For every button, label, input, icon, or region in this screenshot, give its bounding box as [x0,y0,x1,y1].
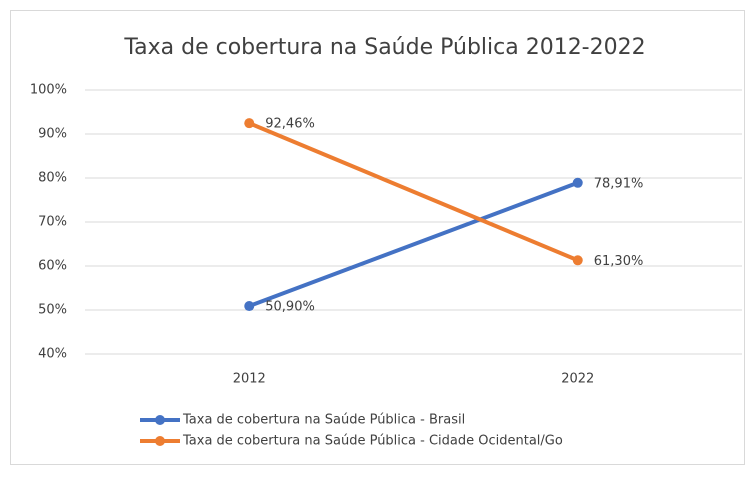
y-tick-label: 90% [38,127,67,142]
legend-label: Taxa de cobertura na Saúde Pública - Cid… [182,434,563,449]
legend-marker [155,415,165,425]
legend-label: Taxa de cobertura na Saúde Pública - Bra… [182,413,465,428]
series-line [247,180,580,309]
series-line [247,121,580,263]
point [244,301,255,312]
legend-marker [155,436,165,446]
x-tick-label: 2012 [233,372,266,387]
y-tick-label: 70% [38,215,67,230]
point [572,255,583,266]
point [572,177,583,188]
chart-title: Taxa de cobertura na Saúde Pública 2012-… [123,35,645,60]
point [244,118,255,129]
y-tick-label: 40% [38,347,67,362]
x-tick-label: 2022 [561,372,594,387]
data-label: 61,30% [594,254,644,269]
data-label: 50,90% [265,300,315,315]
y-tick-label: 80% [38,171,67,186]
data-label: 78,91% [594,176,644,191]
y-tick-label: 50% [38,303,67,318]
chart-frame [10,10,745,465]
y-tick-label: 60% [38,259,67,274]
y-tick-label: 100% [30,83,67,98]
data-label: 92,46% [265,117,315,132]
